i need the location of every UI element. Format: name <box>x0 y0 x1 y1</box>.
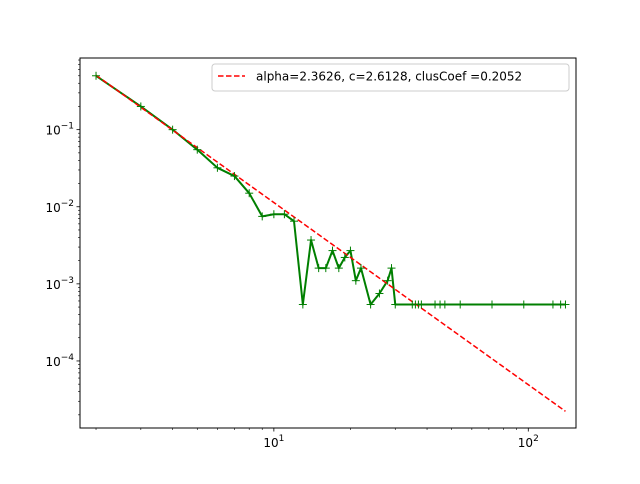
data-point-marker <box>245 189 254 198</box>
data-point-marker <box>548 300 557 309</box>
data-point-marker <box>92 71 101 80</box>
y-tick-label: 10−1 <box>45 122 74 138</box>
data-point-marker <box>375 289 384 298</box>
series-fit-line <box>95 74 566 412</box>
data-point-marker <box>383 276 392 285</box>
data-point-marker <box>168 125 177 134</box>
data-point-marker <box>387 264 396 273</box>
data-point-marker <box>213 163 222 172</box>
data-point-marker <box>417 300 426 309</box>
data-point-marker <box>356 264 365 273</box>
x-tick-label: 102 <box>518 434 539 450</box>
data-point-marker <box>351 276 360 285</box>
data-point-marker <box>561 300 570 309</box>
legend: alpha=2.3626, c=2.6128, clusCoef =0.2052 <box>211 63 570 92</box>
x-tick-label: 101 <box>263 434 284 450</box>
data-point-marker <box>487 300 496 309</box>
data-point-marker <box>290 217 299 226</box>
data-point-marker <box>519 300 528 309</box>
data-point-marker <box>258 212 267 221</box>
data-point-marker <box>136 102 145 111</box>
data-layer <box>92 71 570 412</box>
plot-area <box>80 58 576 428</box>
data-point-marker <box>314 264 323 273</box>
data-point-marker <box>230 172 239 181</box>
data-point-marker <box>456 300 465 309</box>
data-point-marker <box>298 300 307 309</box>
axes-frame <box>79 57 577 429</box>
data-point-marker <box>340 253 349 262</box>
data-point-marker <box>269 210 278 219</box>
data-point-marker <box>321 264 330 273</box>
legend-box <box>211 63 570 92</box>
data-point-marker <box>391 300 400 309</box>
y-tick-label: 10−3 <box>45 276 74 292</box>
y-tick-label: 10−4 <box>45 353 74 369</box>
data-point-marker <box>328 246 337 255</box>
data-point-marker <box>334 264 343 273</box>
data-point-marker <box>440 300 449 309</box>
y-tick-label: 10−2 <box>45 199 74 215</box>
data-point-marker <box>346 246 355 255</box>
data-point-marker <box>307 236 316 245</box>
data-point-marker <box>366 300 375 309</box>
data-point-marker <box>280 210 289 219</box>
legend-label: alpha=2.3626, c=2.6128, clusCoef =0.2052 <box>256 70 522 84</box>
data-point-marker <box>193 145 202 154</box>
